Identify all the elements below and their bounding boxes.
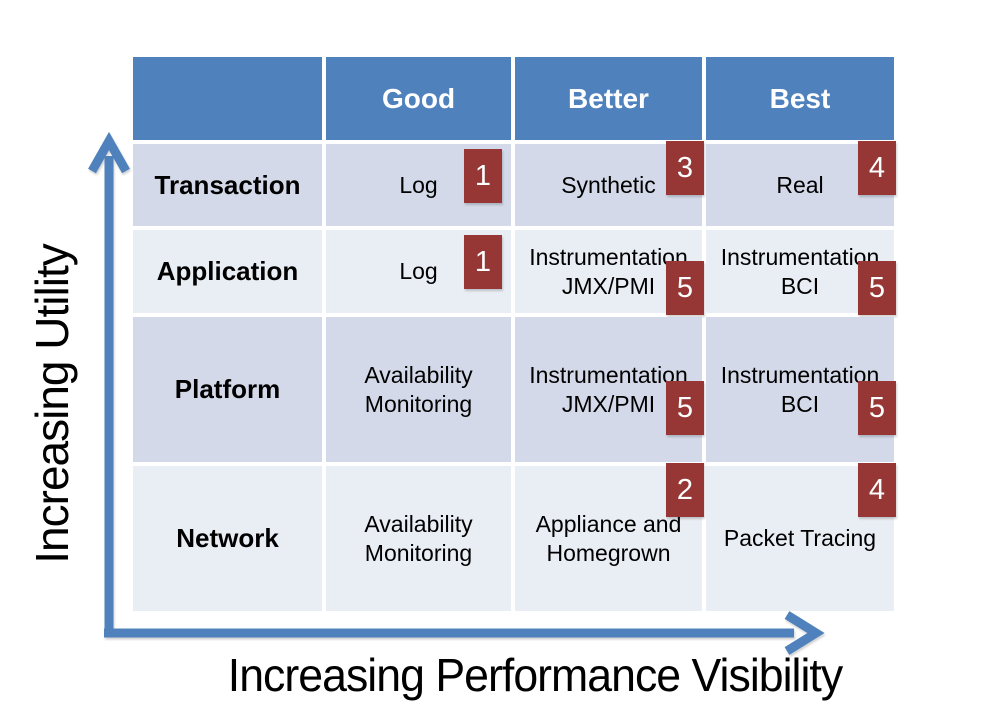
cell-text: Packet Tracing xyxy=(723,525,877,552)
cell-transaction-good: Log 1 xyxy=(326,144,511,226)
cell-application-better: Instrumentation JMX/PMI 5 xyxy=(515,230,704,315)
score-badge: 4 xyxy=(858,463,896,517)
x-axis-label: Increasing Performance Visibility xyxy=(227,649,843,701)
cell-platform-best: Instrumentation BCI 5 xyxy=(706,317,896,462)
score-badge: 3 xyxy=(666,141,704,195)
score-badge: 5 xyxy=(858,261,896,315)
cell-text: Availability Monitoring xyxy=(364,362,473,417)
cell-network-good: Availability Monitoring xyxy=(326,466,511,611)
score-badge: 1 xyxy=(464,149,502,203)
cell-text: Log xyxy=(399,258,438,285)
score-badge: 1 xyxy=(464,235,502,289)
score-badge: 5 xyxy=(666,381,704,435)
cell-text: Instrumentation BCI xyxy=(720,362,880,417)
row-header-network: Network xyxy=(133,466,322,611)
cell-platform-good: Availability Monitoring xyxy=(326,317,511,462)
score-badge: 5 xyxy=(666,261,704,315)
cell-text: Synthetic xyxy=(561,171,656,198)
score-badge: 4 xyxy=(858,141,896,195)
cell-text: Instrumentation BCI xyxy=(720,244,880,299)
x-axis-arrow xyxy=(104,611,825,655)
cell-transaction-best: Real 4 xyxy=(706,141,896,226)
header-corner-cell xyxy=(133,57,322,140)
cell-text: Instrumentation JMX/PMI xyxy=(529,244,688,299)
cell-text: Availability Monitoring xyxy=(364,511,473,566)
cell-application-good: Log 1 xyxy=(326,230,511,313)
row-header-transaction: Transaction xyxy=(133,144,322,226)
row-header-platform: Platform xyxy=(133,317,322,462)
y-axis-arrow xyxy=(88,131,130,637)
row-header-application: Application xyxy=(133,230,322,313)
cell-text: Log xyxy=(399,171,438,198)
cell-transaction-better: Synthetic 3 xyxy=(515,141,704,226)
header-good: Good xyxy=(326,57,511,140)
header-best: Best xyxy=(706,57,894,140)
cell-platform-better: Instrumentation JMX/PMI 5 xyxy=(515,317,704,462)
cell-text: Instrumentation JMX/PMI xyxy=(529,362,688,417)
y-axis-label: Increasing Utility xyxy=(26,244,78,564)
cell-network-better: Appliance and Homegrown 2 xyxy=(515,463,704,611)
cell-text: Real xyxy=(776,171,824,198)
score-badge: 2 xyxy=(666,463,704,517)
maturity-matrix-table: Good Better Best Transaction Log 1 Synth… xyxy=(133,57,896,611)
cell-network-best: Packet Tracing 4 xyxy=(706,463,896,611)
cell-text: Appliance and Homegrown xyxy=(535,511,682,566)
cell-application-best: Instrumentation BCI 5 xyxy=(706,230,896,315)
score-badge: 5 xyxy=(858,381,896,435)
header-better: Better xyxy=(515,57,702,140)
